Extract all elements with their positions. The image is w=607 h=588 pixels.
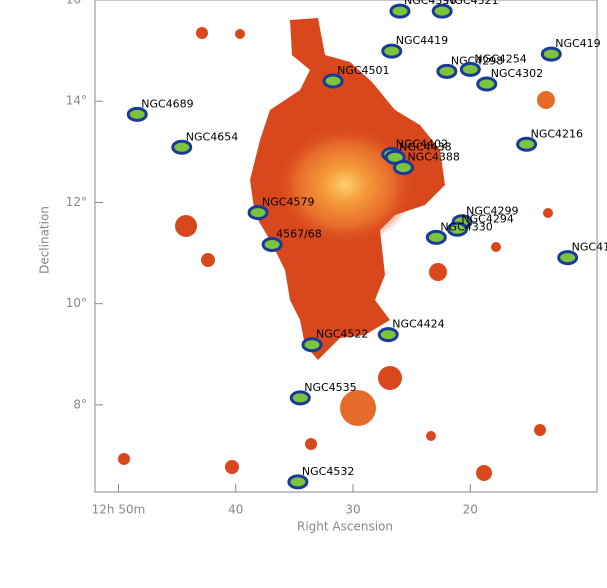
galaxy-label: NGC4689: [141, 97, 193, 110]
galaxy: [287, 474, 309, 490]
galaxy-label: NGC4254: [474, 52, 526, 65]
galaxy-label: 4567/68: [276, 227, 322, 240]
y-axis-title: Declination: [38, 206, 52, 274]
galaxy: [392, 160, 414, 176]
galaxy-label: NGC4294: [461, 212, 513, 225]
galaxy: [377, 327, 399, 343]
galaxy-label: NGC4535: [304, 381, 356, 394]
galaxy-label: NGC4522: [316, 328, 368, 341]
galaxy-label: NGC4424: [392, 318, 444, 331]
plot-frame: [94, 0, 598, 493]
galaxy-label: NGC41: [572, 241, 607, 254]
galaxy: [171, 139, 193, 155]
galaxy: [389, 3, 411, 19]
galaxy-label: NGC4579: [262, 196, 314, 209]
x-axis-title: Right Ascension: [297, 520, 393, 534]
galaxy-label: NGC4501: [337, 64, 389, 77]
galaxy-label: NGC4396: [404, 0, 456, 7]
galaxy-label: NGC4388: [407, 151, 459, 164]
galaxy-label: NGC419: [555, 37, 600, 50]
galaxy: [436, 63, 458, 79]
y-tick-label: 16°: [66, 0, 87, 7]
galaxy-label: NGC4654: [186, 130, 238, 143]
galaxy: [446, 221, 468, 237]
y-tick-label: 8°: [73, 397, 87, 411]
galaxy: [459, 61, 481, 77]
galaxy-label: NGC4438: [399, 140, 451, 153]
x-ray-emission: [118, 18, 555, 481]
y-tick-label: 12°: [66, 195, 87, 209]
galaxy: [476, 76, 498, 92]
galaxy: [322, 73, 344, 89]
galaxy: [557, 250, 579, 266]
x-tick-label: 20: [463, 503, 478, 517]
y-tick-label: 10°: [66, 296, 87, 310]
galaxy: [301, 337, 323, 353]
galaxy: [289, 390, 311, 406]
galaxy-label: NGC4532: [302, 465, 354, 478]
galaxy-label: NGC4299: [466, 205, 518, 218]
galaxy-label: NGC4302: [491, 67, 543, 80]
galaxy-label: NGC4402: [396, 137, 448, 150]
galaxy: [381, 43, 403, 59]
galaxy-label: NGC4419: [396, 34, 448, 47]
galaxy: [540, 46, 562, 62]
galaxy: [247, 205, 269, 221]
galaxy: [425, 229, 447, 245]
galaxy: [516, 136, 538, 152]
x-tick-label: 12h 50m: [92, 503, 146, 517]
galaxy-label: NGC4321: [446, 0, 498, 7]
y-tick-label: 14°: [66, 94, 87, 108]
galaxy: [261, 236, 283, 252]
galaxy: [431, 3, 453, 19]
galaxy-label: NGC4330: [440, 220, 492, 233]
x-tick-label: 40: [228, 503, 243, 517]
galaxy-label: NGC4216: [531, 127, 583, 140]
galaxy: [126, 106, 148, 122]
x-tick-label: 30: [345, 503, 360, 517]
